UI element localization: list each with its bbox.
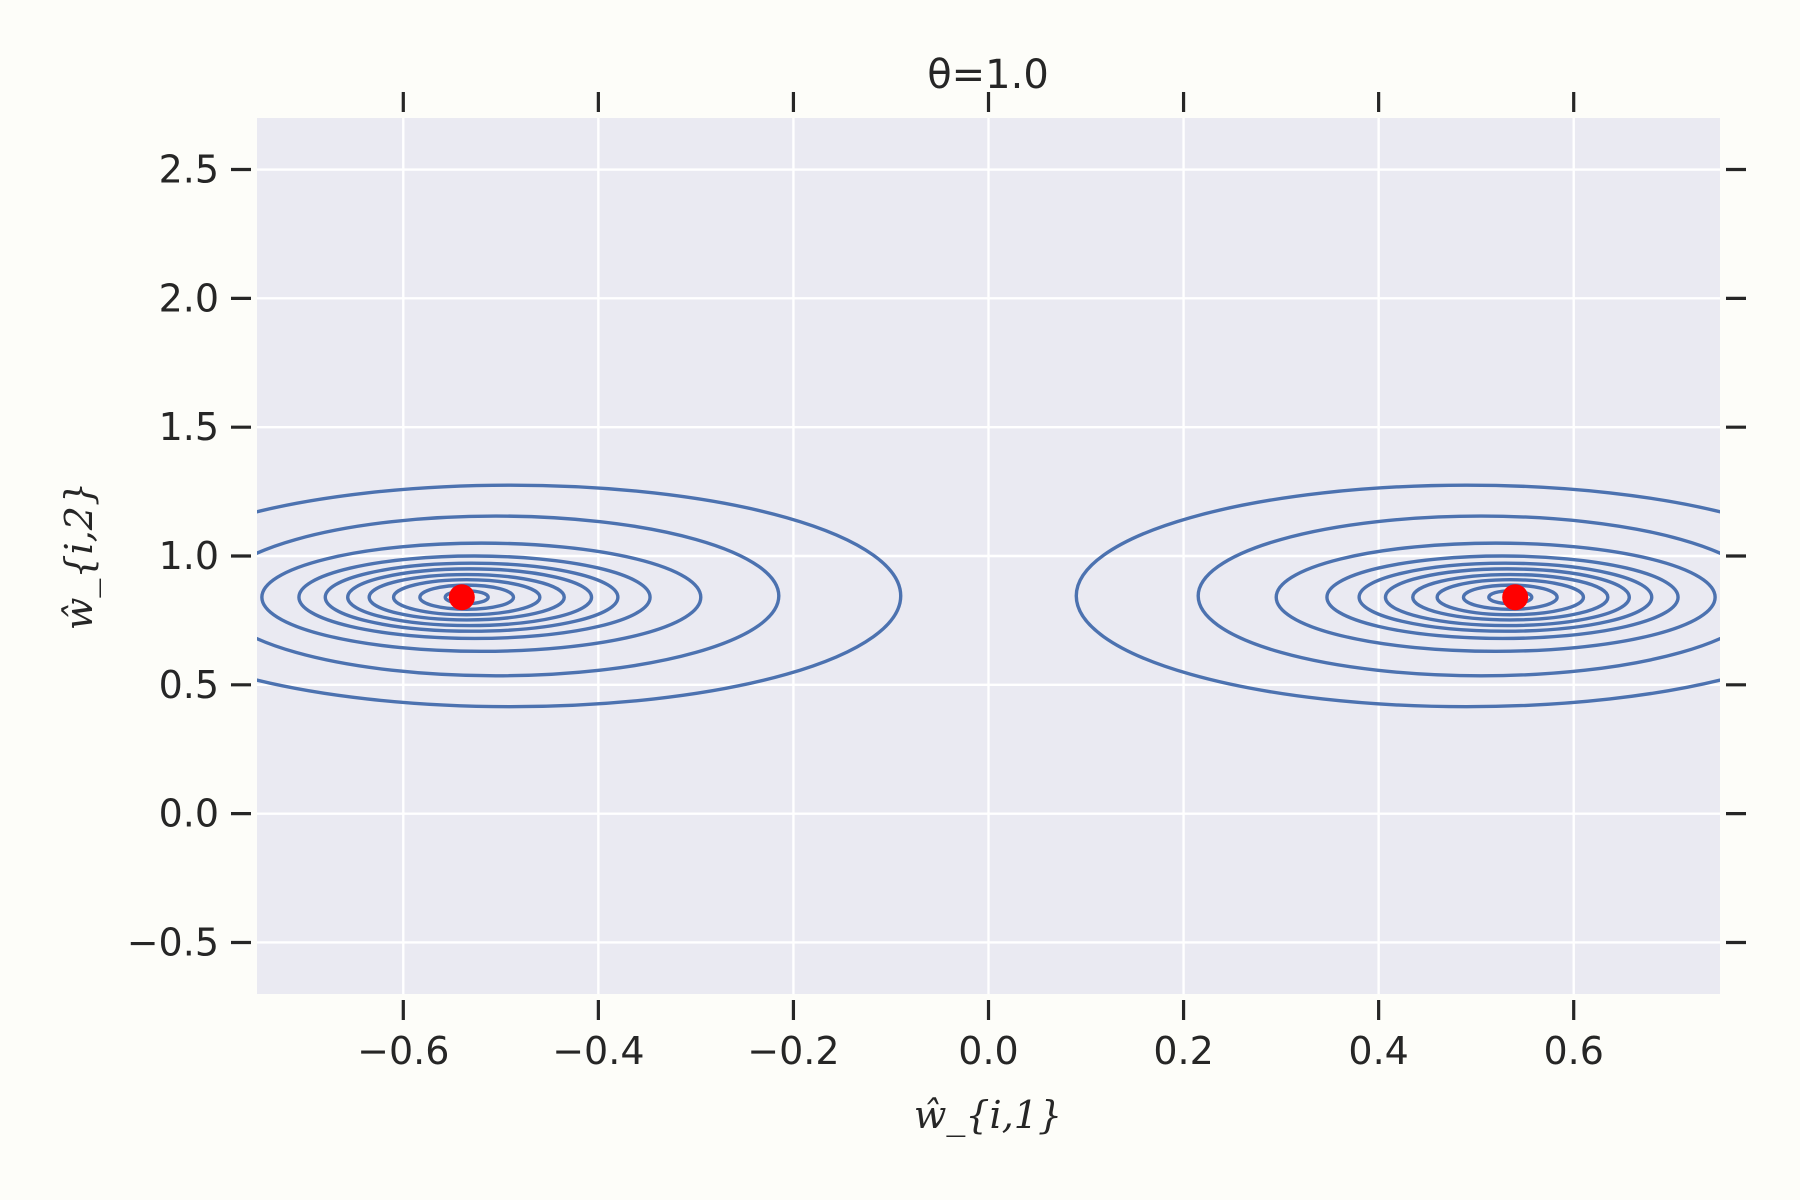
x-tick-label: 0.6 [1543,1029,1603,1073]
y-tick-label: 0.0 [159,792,219,836]
x-axis-label: ŵ_{i,1} [914,1093,1062,1138]
contour-line [323,561,620,633]
y-axis-label: ŵ_{i,2} [57,482,102,630]
x-tick-label: 0.0 [958,1029,1018,1073]
mode-point [1502,584,1529,611]
contour-layer [257,483,1720,709]
y-tick-label: 2.0 [159,276,219,320]
mode-point [448,584,475,611]
contour-line [1357,561,1654,633]
y-tick-label: 0.5 [159,663,219,707]
contour-line [1274,541,1717,654]
x-tick-label: 0.2 [1153,1029,1213,1073]
contour-line [346,567,594,628]
contour-line [1461,583,1559,612]
contour-line [1383,567,1631,628]
contour-line [1411,572,1610,622]
tick-labels: −0.6 −0.4 −0.2 0.0 0.2 0.4 0.6 −0.5 0.0 0.5 1.0 1.5… [127,148,1604,1073]
contour-line [1325,554,1680,641]
contour-line [257,514,781,678]
contour-line [297,554,652,641]
tick-marks [231,92,1746,1020]
contour-line [1196,514,1720,678]
contour-line [1074,483,1720,709]
x-tick-label: −0.2 [747,1029,839,1073]
y-tick-label: 2.5 [159,148,219,192]
x-tick-label: 0.4 [1348,1029,1408,1073]
y-tick-label: 1.5 [159,405,219,449]
contour-line [257,483,903,709]
contour-line [1435,578,1586,617]
contour-line [260,541,703,654]
contour-line [367,572,566,622]
y-tick-label: 1.0 [159,534,219,578]
point-layer [448,584,1529,611]
chart-title: θ=1.0 [927,52,1049,98]
x-tick-label: −0.6 [357,1029,449,1073]
y-tick-label: −0.5 [127,920,219,964]
contour-line [391,578,542,617]
x-tick-label: −0.4 [552,1029,644,1073]
contour-line [418,583,516,612]
